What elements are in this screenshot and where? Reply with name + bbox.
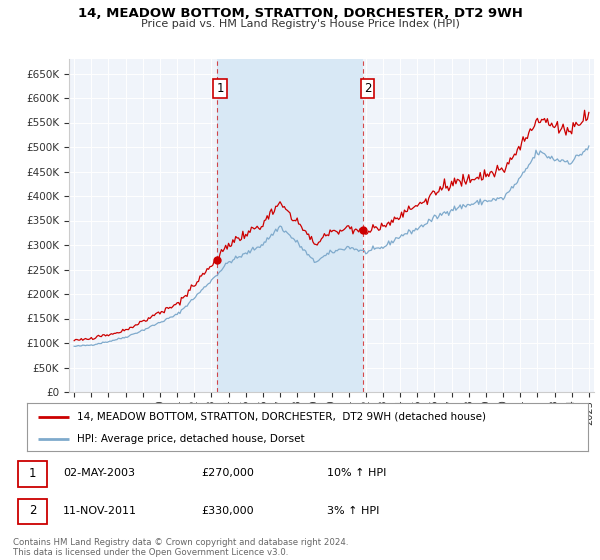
Bar — [217, 59, 364, 392]
Text: 3% ↑ HPI: 3% ↑ HPI — [327, 506, 379, 516]
Text: 1: 1 — [29, 466, 36, 480]
Text: 10% ↑ HPI: 10% ↑ HPI — [327, 468, 386, 478]
Text: HPI: Average price, detached house, Dorset: HPI: Average price, detached house, Dors… — [77, 434, 305, 444]
Text: 14, MEADOW BOTTOM, STRATTON, DORCHESTER, DT2 9WH: 14, MEADOW BOTTOM, STRATTON, DORCHESTER,… — [77, 7, 523, 20]
Text: 1: 1 — [216, 82, 224, 95]
Text: £270,000: £270,000 — [201, 468, 254, 478]
Text: Contains HM Land Registry data © Crown copyright and database right 2024.
This d: Contains HM Land Registry data © Crown c… — [13, 538, 349, 557]
Text: £330,000: £330,000 — [201, 506, 254, 516]
Text: 2: 2 — [364, 82, 371, 95]
Text: 14, MEADOW BOTTOM, STRATTON, DORCHESTER,  DT2 9WH (detached house): 14, MEADOW BOTTOM, STRATTON, DORCHESTER,… — [77, 412, 487, 422]
Text: 11-NOV-2011: 11-NOV-2011 — [63, 506, 137, 516]
Text: Price paid vs. HM Land Registry's House Price Index (HPI): Price paid vs. HM Land Registry's House … — [140, 19, 460, 29]
Text: 2: 2 — [29, 504, 36, 517]
Text: 02-MAY-2003: 02-MAY-2003 — [63, 468, 135, 478]
